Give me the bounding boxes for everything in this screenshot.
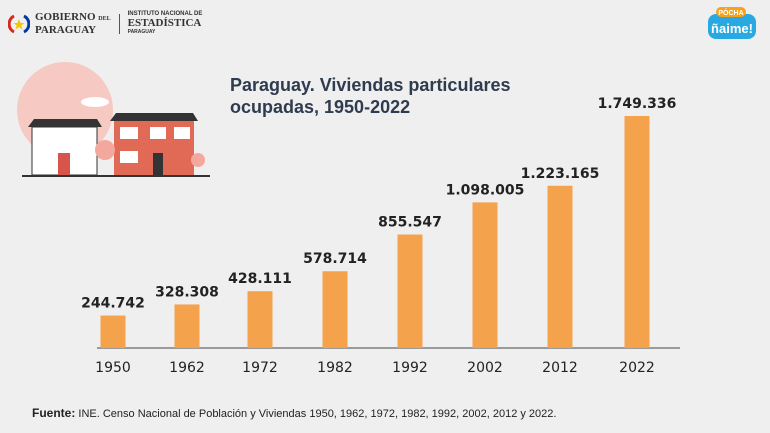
pochanaime-logo: PÓCHA ñaime! [708,7,756,39]
data-label: 1.223.165 [521,166,600,182]
x-tick-label: 2002 [467,360,503,376]
paraguay-emblem-icon [8,14,30,33]
bar-1992 [397,234,423,348]
government-logo: GOBIERNO DEL PARAGUAY INSTITUTO NACIONAL… [8,10,202,37]
data-label: 855.547 [378,215,442,231]
x-tick-label: 1962 [169,360,205,376]
bar-1962 [174,304,200,348]
data-label: 244.742 [81,296,145,312]
logo-divider [118,13,120,34]
gov-logo-del: DEL [98,15,111,22]
bar-1972 [247,291,273,348]
houses-illustration [17,62,210,177]
x-tick-label: 2012 [542,360,578,376]
bar-2002 [472,202,498,348]
ine-logo-line1: INSTITUTO NACIONAL DE [127,11,203,17]
gov-logo-text-2: PARAGUAY [35,23,97,36]
bar-1982 [322,271,348,348]
svg-text:ñaime!: ñaime! [711,21,753,36]
bar-2022 [624,116,650,348]
data-label: 578.714 [303,251,367,267]
x-tick-label: 1950 [95,360,131,376]
bar-2012 [547,185,573,348]
source-label: Fuente: [32,406,76,420]
gov-logo-text: GOBIERNO [35,10,96,23]
data-label: 428.111 [228,271,292,287]
svg-text:PÓCHA: PÓCHA [718,8,743,17]
chart-title: Paraguay. Viviendas particulares ocupada… [230,75,511,117]
x-tick-label: 1972 [242,360,278,376]
bar-1950 [100,315,126,348]
data-label: 1.749.336 [598,96,677,112]
x-tick-label: 2022 [619,360,655,376]
x-tick-label: 1982 [317,360,353,376]
x-tick-label: 1992 [392,360,428,376]
ine-logo-line2: ESTADÍSTICA [127,17,202,29]
data-label: 328.308 [155,284,219,300]
source-text: INE. Censo Nacional de Población y Vivie… [78,408,557,420]
source-note: Fuente: INE. Censo Nacional de Población… [32,406,556,420]
data-label: 1.098.005 [446,182,525,198]
ine-logo-line3: PARAGUAY [127,29,156,35]
